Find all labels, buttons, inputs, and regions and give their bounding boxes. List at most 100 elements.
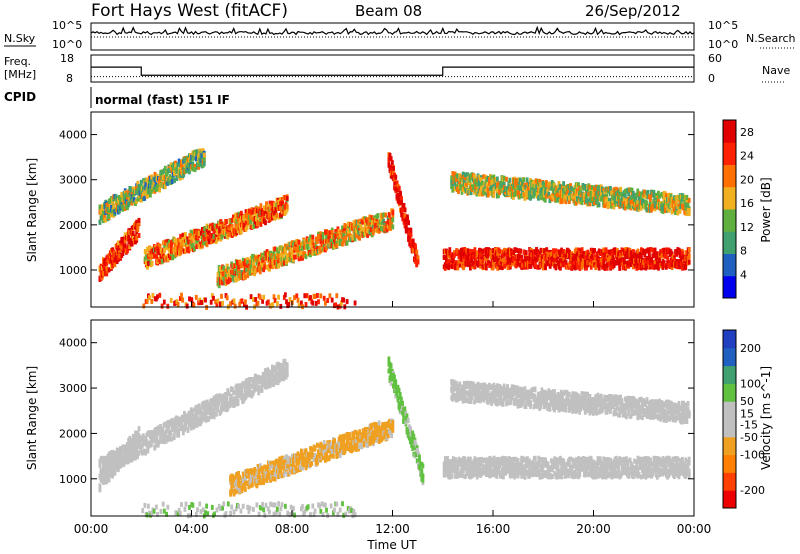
heatmap-cell — [461, 171, 465, 177]
heatmap-cell — [155, 431, 159, 437]
heatmap-cell — [330, 229, 334, 235]
y-tick-label: 4000 — [59, 129, 87, 142]
heatmap-cell — [313, 293, 317, 299]
heatmap-cell — [149, 192, 152, 198]
heatmap-cell — [127, 237, 131, 242]
heatmap-cell — [348, 229, 351, 234]
heatmap-cell — [588, 260, 592, 266]
heatmap-cell — [284, 246, 287, 252]
heatmap-cell — [285, 206, 289, 212]
date-label: 26/Sep/2012 — [585, 2, 681, 20]
heatmap-cell — [561, 198, 564, 204]
heatmap-cell — [253, 211, 257, 217]
heatmap-cell — [207, 230, 211, 236]
heatmap-cell — [681, 265, 684, 271]
heatmap-cell — [192, 302, 196, 308]
heatmap-cell — [118, 454, 121, 460]
heatmap-cell — [458, 180, 462, 186]
heatmap-cell — [209, 299, 213, 305]
heatmap-cell — [609, 185, 612, 191]
heatmap-cell — [110, 205, 113, 210]
heatmap-cell — [500, 265, 504, 271]
heatmap-cell — [286, 253, 290, 258]
station-title: Fort Hays West (fitACF) — [91, 1, 288, 21]
heatmap-cell — [227, 228, 231, 234]
heatmap-cell — [155, 246, 158, 252]
colorbar-tick-label: 16 — [740, 197, 754, 210]
heatmap-cell — [236, 260, 239, 265]
heatmap-cell — [502, 181, 506, 187]
colorbar-segment — [723, 209, 736, 232]
heatmap-cell — [529, 195, 532, 201]
heatmap-cell — [99, 472, 103, 478]
heatmap-cell — [595, 191, 599, 196]
heatmap-cell — [532, 253, 536, 259]
heatmap-cell — [170, 179, 174, 184]
heatmap-cell — [655, 251, 659, 257]
heatmap-cell — [453, 252, 456, 258]
heatmap-cell — [480, 177, 483, 183]
heatmap-cell — [156, 442, 160, 448]
heatmap-cell — [319, 293, 323, 299]
heatmap-cell — [277, 248, 280, 254]
heatmap-cell — [588, 201, 592, 206]
heatmap-cell — [166, 303, 170, 309]
colorbar-segment — [723, 120, 736, 143]
heatmap-cell — [345, 240, 349, 246]
heatmap-cell — [263, 261, 267, 267]
heatmap-cell — [400, 200, 403, 206]
heatmap-cell — [325, 230, 328, 235]
heatmap-cell — [615, 187, 619, 193]
heatmap-cell — [639, 191, 643, 197]
heatmap-cell — [129, 238, 133, 243]
heatmap-cell — [644, 265, 648, 271]
heatmap-cell — [311, 234, 315, 240]
heatmap-cell — [573, 184, 577, 190]
heatmap-cell — [321, 235, 325, 241]
heatmap-cell — [579, 189, 583, 195]
heatmap-cell — [645, 207, 649, 213]
colorbar-frame — [722, 119, 737, 299]
heatmap-cell — [554, 264, 558, 269]
heatmap-cell — [589, 250, 593, 256]
heatmap-cell — [594, 187, 597, 193]
heatmap-cell — [535, 257, 538, 263]
heatmap-cell — [262, 294, 266, 300]
heatmap-cell — [627, 191, 631, 197]
heatmap-cell — [173, 238, 177, 243]
heatmap-cell — [464, 261, 468, 267]
heatmap-cell — [234, 221, 238, 227]
heatmap-cell — [456, 265, 460, 271]
colorbar-segment — [723, 275, 736, 299]
heatmap-cell — [610, 203, 613, 209]
heatmap-cell — [179, 237, 183, 243]
heatmap-cell — [462, 251, 465, 257]
heatmap-cell — [629, 262, 633, 268]
heatmap-cell — [627, 260, 631, 266]
heatmap-cell — [220, 270, 223, 276]
heatmap-cell — [647, 254, 651, 260]
heatmap-cell — [513, 192, 516, 197]
heatmap-cell — [451, 186, 455, 192]
heatmap-cell — [294, 254, 298, 260]
heatmap-cell — [622, 257, 626, 263]
heatmap-cell — [102, 210, 105, 216]
heatmap-cell — [183, 234, 187, 240]
heatmap-cell — [524, 250, 528, 256]
heatmap-cell — [443, 265, 447, 271]
heatmap-cell — [194, 156, 198, 162]
cpid-label: CPID — [4, 90, 36, 104]
heatmap-cell — [169, 255, 172, 261]
heatmap-cell — [686, 202, 690, 208]
heatmap-cell — [516, 182, 520, 188]
heatmap-cell — [510, 248, 513, 254]
heatmap-cell — [228, 269, 231, 275]
heatmap-cell — [576, 251, 579, 257]
power-ylabel: Slant Range [km] — [25, 158, 39, 262]
y-tick-label: 1000 — [59, 264, 87, 277]
heatmap-cell — [403, 213, 407, 219]
heatmap-cell — [292, 257, 295, 263]
heatmap-cell — [409, 238, 413, 244]
heatmap-cell — [445, 257, 448, 262]
heatmap-cell — [643, 252, 647, 258]
